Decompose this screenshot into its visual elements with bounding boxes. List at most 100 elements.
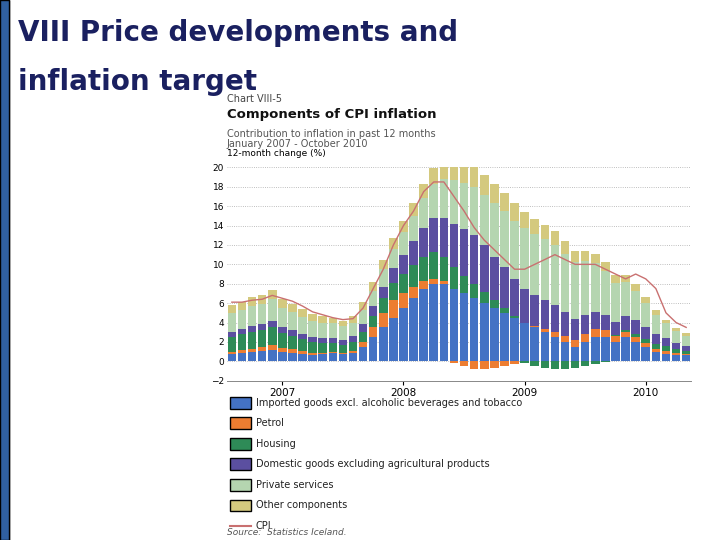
Bar — [389, 283, 397, 300]
Bar — [338, 340, 347, 345]
Bar — [500, 361, 509, 366]
Bar — [652, 349, 660, 352]
Bar — [581, 334, 590, 342]
Bar — [328, 338, 337, 343]
Bar — [379, 269, 387, 287]
Bar — [480, 303, 489, 361]
Bar — [672, 353, 680, 355]
Bar — [470, 284, 478, 298]
Bar — [621, 275, 630, 282]
Bar — [298, 334, 307, 339]
Text: Contribution to inflation in past 12 months: Contribution to inflation in past 12 mon… — [227, 129, 436, 139]
Bar — [541, 329, 549, 332]
Bar — [298, 309, 307, 316]
Bar — [278, 352, 287, 361]
Bar — [631, 320, 640, 334]
Bar — [248, 352, 256, 361]
Bar — [228, 337, 236, 352]
Bar — [308, 355, 317, 361]
Bar — [248, 349, 256, 352]
Bar — [470, 167, 478, 187]
Bar — [601, 315, 610, 330]
Bar — [328, 343, 337, 352]
Bar — [278, 308, 287, 327]
Bar — [682, 333, 690, 336]
Bar — [611, 336, 620, 342]
Bar — [359, 347, 367, 361]
Bar — [440, 163, 448, 179]
Bar — [662, 323, 670, 338]
Bar — [288, 304, 297, 312]
Bar — [258, 295, 266, 304]
Bar — [571, 262, 580, 319]
Bar — [672, 328, 680, 331]
Bar — [611, 275, 620, 283]
Bar — [288, 353, 297, 361]
Bar — [581, 342, 590, 361]
Bar — [561, 241, 570, 254]
Bar — [631, 291, 640, 320]
Bar — [288, 312, 297, 330]
Bar — [399, 293, 408, 308]
Bar — [521, 288, 529, 322]
Bar — [682, 346, 690, 350]
Bar — [228, 354, 236, 361]
Bar — [258, 330, 266, 347]
Bar — [450, 163, 458, 180]
Bar — [682, 350, 690, 354]
Bar — [611, 342, 620, 361]
Bar — [348, 322, 357, 336]
Bar — [672, 331, 680, 343]
Bar — [419, 227, 428, 256]
Bar — [460, 361, 468, 366]
Bar — [409, 265, 418, 287]
Bar — [460, 165, 468, 183]
Bar — [611, 283, 620, 321]
Bar — [318, 338, 327, 343]
Bar — [652, 310, 660, 315]
Bar — [258, 347, 266, 350]
Bar — [581, 361, 590, 366]
Bar — [480, 175, 489, 194]
Bar — [298, 350, 307, 354]
Bar — [631, 337, 640, 342]
Bar — [308, 337, 317, 342]
Bar — [601, 361, 610, 362]
Bar — [480, 361, 489, 369]
Bar — [621, 337, 630, 361]
Bar — [328, 318, 337, 323]
Bar — [369, 316, 377, 327]
Bar — [601, 271, 610, 315]
Bar — [480, 292, 489, 303]
Text: Source:  Statistics Iceland.: Source: Statistics Iceland. — [227, 528, 346, 537]
Bar — [248, 326, 256, 332]
Bar — [682, 354, 690, 355]
Bar — [591, 264, 600, 312]
Bar — [521, 361, 529, 362]
Bar — [348, 342, 357, 350]
Bar — [450, 361, 458, 363]
Bar — [348, 336, 357, 342]
Bar — [440, 256, 448, 281]
Bar — [500, 308, 509, 313]
Bar — [521, 322, 529, 361]
Bar — [621, 330, 630, 332]
Bar — [571, 340, 580, 347]
Bar — [571, 319, 580, 340]
Bar — [278, 299, 287, 308]
Bar — [510, 279, 519, 316]
Bar — [450, 288, 458, 361]
Bar — [348, 316, 357, 322]
Bar — [662, 338, 670, 346]
Bar — [318, 322, 327, 338]
Bar — [298, 339, 307, 350]
Bar — [228, 305, 236, 313]
Bar — [470, 298, 478, 361]
Bar — [359, 332, 367, 342]
Bar — [409, 298, 418, 361]
Bar — [601, 337, 610, 361]
Bar — [419, 256, 428, 281]
Bar — [571, 361, 580, 368]
Bar — [238, 350, 246, 353]
Bar — [238, 329, 246, 334]
